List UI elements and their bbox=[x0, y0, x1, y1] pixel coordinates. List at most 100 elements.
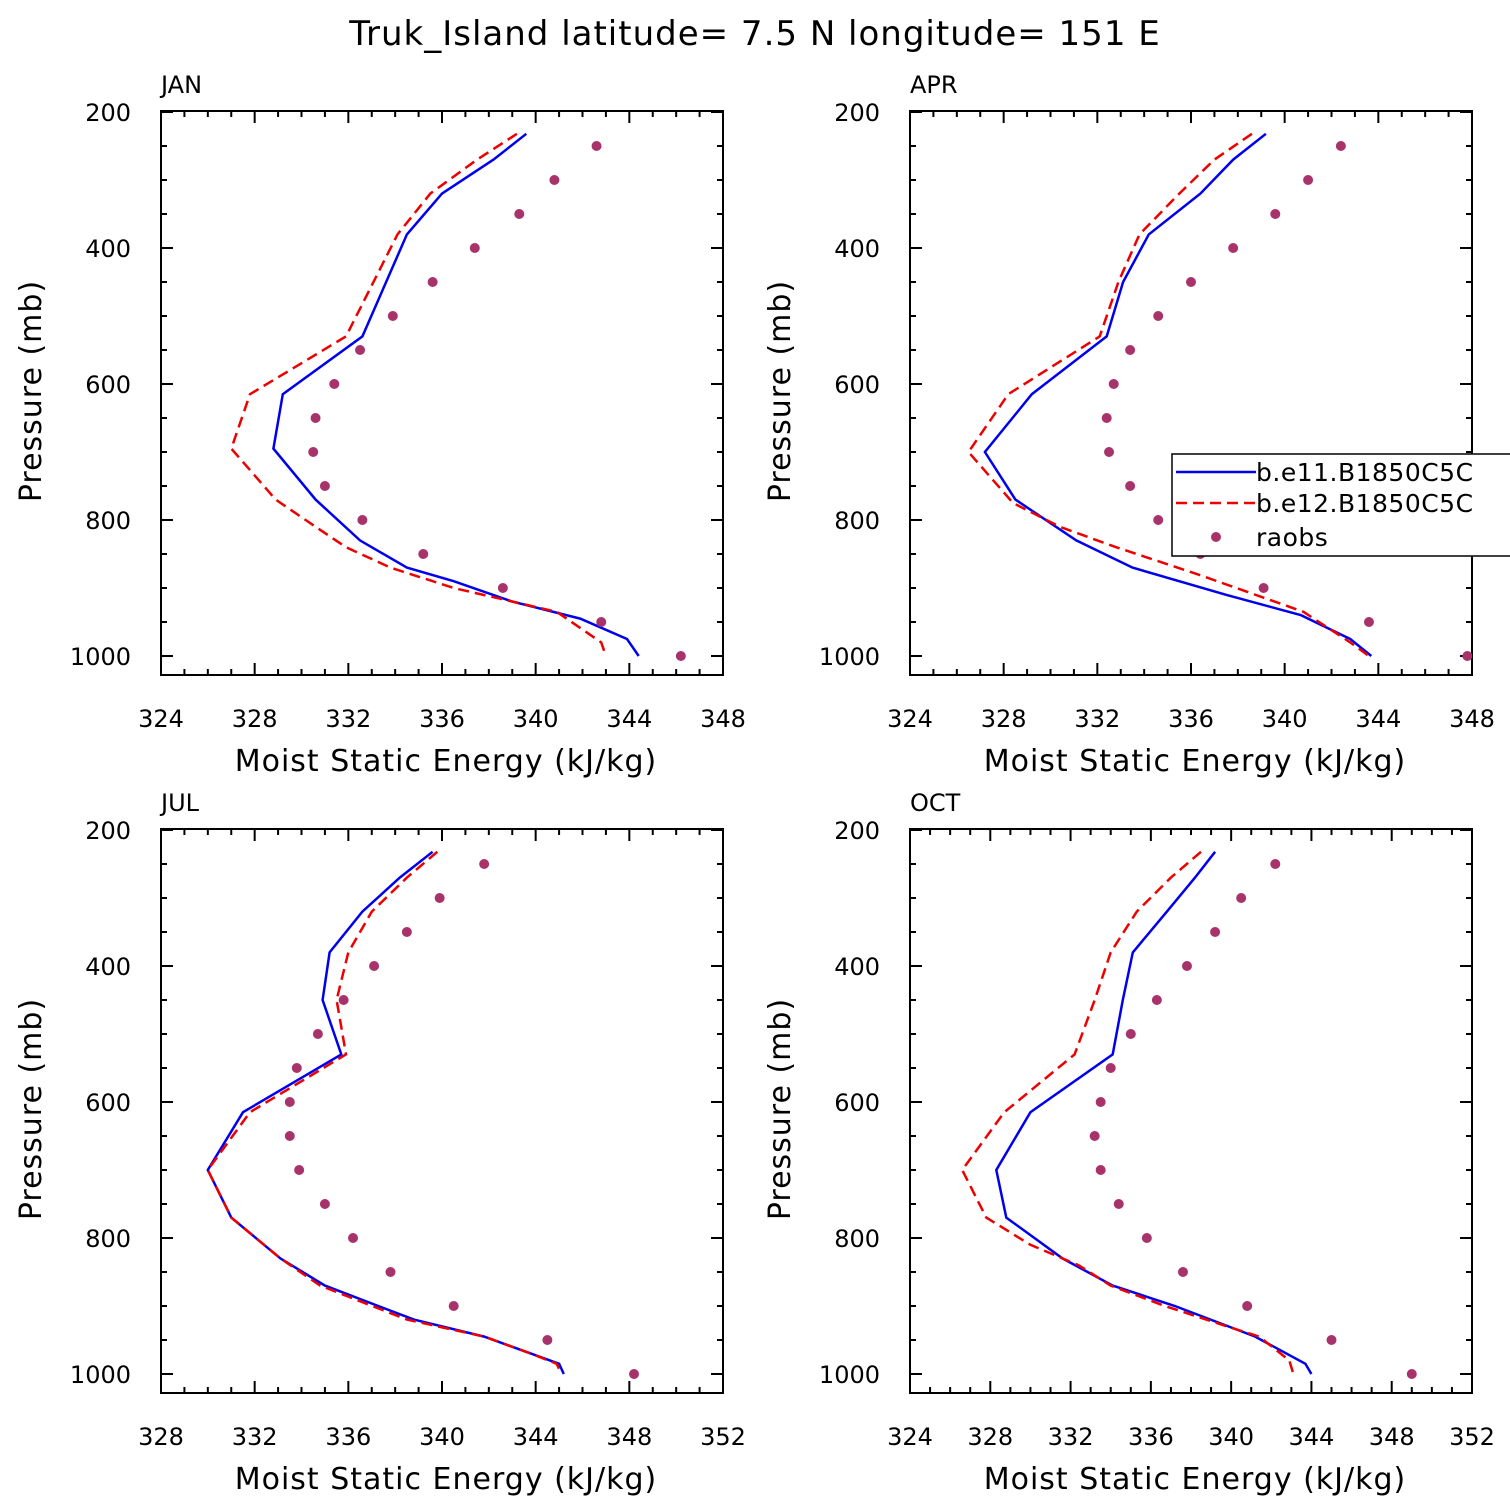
raobs-point bbox=[591, 141, 602, 151]
raobs-point bbox=[1181, 961, 1192, 971]
y-tick-label: 600 bbox=[85, 371, 131, 399]
x-tick-label: 340 bbox=[1262, 705, 1308, 733]
x-tick-label: 336 bbox=[325, 1423, 371, 1451]
legend-label: raobs bbox=[1256, 523, 1328, 552]
x-tick-label: 336 bbox=[1168, 705, 1214, 733]
y-tick-label: 200 bbox=[834, 817, 880, 845]
raobs-point bbox=[338, 995, 349, 1005]
legend-marker-raobs bbox=[1211, 532, 1221, 542]
panel-label: JUL bbox=[159, 789, 200, 817]
raobs-point bbox=[1228, 243, 1239, 253]
x-axis-title: Moist Static Energy (kJ/kg) bbox=[984, 1462, 1407, 1497]
raobs-point bbox=[1108, 379, 1119, 389]
raobs-point bbox=[1089, 1131, 1100, 1141]
raobs-point bbox=[1210, 927, 1221, 937]
raobs-point bbox=[1335, 141, 1346, 151]
raobs-point bbox=[1406, 1369, 1417, 1379]
raobs-point bbox=[1153, 515, 1164, 525]
x-tick-label: 344 bbox=[1289, 1423, 1335, 1451]
raobs-point bbox=[1303, 175, 1314, 185]
x-tick-label: 340 bbox=[513, 705, 559, 733]
raobs-point bbox=[319, 1199, 330, 1209]
raobs-point bbox=[1270, 209, 1281, 219]
y-tick-label: 200 bbox=[834, 99, 880, 127]
raobs-point bbox=[1186, 277, 1196, 287]
raobs-point bbox=[1151, 995, 1162, 1005]
data-layer bbox=[229, 132, 686, 661]
y-axis-title: Pressure (mb) bbox=[14, 280, 49, 502]
raobs-point bbox=[312, 1029, 323, 1039]
raobs-point bbox=[497, 583, 508, 593]
raobs-point bbox=[401, 927, 412, 937]
raobs-point bbox=[308, 447, 319, 457]
raobs-point bbox=[448, 1301, 459, 1311]
raobs-point bbox=[1258, 583, 1269, 593]
y-tick-label: 400 bbox=[834, 953, 880, 981]
raobs-point bbox=[1326, 1335, 1337, 1345]
series-line-b-e11 bbox=[206, 850, 565, 1375]
x-axis-title: Moist Static Energy (kJ/kg) bbox=[984, 744, 1407, 779]
series-line-b-e11 bbox=[272, 132, 640, 657]
raobs-point bbox=[1113, 1199, 1124, 1209]
x-axis-title: Moist Static Energy (kJ/kg) bbox=[235, 1462, 658, 1497]
plot-frame bbox=[909, 828, 1473, 1394]
x-tick-label: 336 bbox=[1128, 1423, 1174, 1451]
x-axis-title: Moist Static Energy (kJ/kg) bbox=[235, 744, 658, 779]
raobs-point bbox=[1095, 1097, 1106, 1107]
y-tick-label: 600 bbox=[85, 1089, 131, 1117]
x-tick-label: 328 bbox=[981, 705, 1027, 733]
y-tick-label: 400 bbox=[85, 953, 131, 981]
x-tick-label: 332 bbox=[1048, 1423, 1094, 1451]
raobs-point bbox=[284, 1097, 295, 1107]
raobs-point bbox=[284, 1131, 295, 1141]
series-line-b-e12 bbox=[229, 132, 608, 657]
panel-label: JAN bbox=[159, 71, 202, 99]
x-tick-label: 332 bbox=[325, 705, 371, 733]
raobs-point bbox=[1363, 617, 1374, 627]
x-tick-label: 328 bbox=[967, 1423, 1013, 1451]
raobs-point bbox=[418, 549, 429, 559]
panel-oct: OCT 324 328 332 336 340 344 348 352 200 400 600 800 1… bbox=[763, 789, 1495, 1497]
data-layer bbox=[206, 850, 640, 1379]
x-tick-label: 348 bbox=[700, 705, 746, 733]
x-tick-label: 348 bbox=[1449, 705, 1495, 733]
x-tick-label: 324 bbox=[887, 1423, 933, 1451]
x-tick-label: 344 bbox=[513, 1423, 559, 1451]
series-line-b-e12 bbox=[206, 850, 563, 1375]
x-tick-label: 328 bbox=[138, 1423, 184, 1451]
raobs-point bbox=[369, 961, 380, 971]
x-tick-label: 352 bbox=[700, 1423, 746, 1451]
legend-label: b.e12.B1850C5C bbox=[1256, 489, 1474, 518]
raobs-point bbox=[514, 209, 525, 219]
raobs-point bbox=[1125, 481, 1136, 491]
figure-title: Truk_Island latitude= 7.5 N longitude= 1… bbox=[348, 14, 1161, 54]
raobs-point bbox=[1101, 413, 1112, 423]
raobs-point bbox=[1462, 651, 1472, 661]
x-tick-label: 328 bbox=[232, 705, 278, 733]
raobs-point bbox=[1153, 311, 1164, 321]
x-tick-label: 340 bbox=[419, 1423, 465, 1451]
raobs-point bbox=[1095, 1165, 1106, 1175]
x-tick-label: 344 bbox=[606, 705, 652, 733]
plot-frame bbox=[909, 110, 1473, 676]
raobs-point bbox=[310, 413, 321, 423]
data-layer bbox=[966, 132, 1472, 661]
raobs-point bbox=[385, 1267, 396, 1277]
raobs-point bbox=[434, 893, 445, 903]
y-tick-label: 800 bbox=[834, 507, 880, 535]
raobs-point bbox=[348, 1233, 359, 1243]
x-tick-label: 352 bbox=[1449, 1423, 1495, 1451]
series-line-b-e11 bbox=[994, 851, 1313, 1375]
plot-frame bbox=[160, 110, 724, 676]
raobs-point bbox=[294, 1165, 305, 1175]
raobs-point bbox=[357, 515, 368, 525]
raobs-point bbox=[1105, 1063, 1116, 1073]
raobs-point bbox=[1242, 1301, 1253, 1311]
panel-jul: JUL 328 332 336 340 344 348 352 200 400 600 800 1000… bbox=[14, 789, 746, 1497]
y-tick-label: 1000 bbox=[819, 1361, 880, 1389]
raobs-point bbox=[329, 379, 340, 389]
raobs-point bbox=[1125, 345, 1136, 355]
y-tick-label: 200 bbox=[85, 99, 131, 127]
raobs-point bbox=[1125, 1029, 1136, 1039]
panel-jan: JAN 324 328 332 336 340 344 348 200 400 600 800 1000… bbox=[14, 71, 746, 779]
